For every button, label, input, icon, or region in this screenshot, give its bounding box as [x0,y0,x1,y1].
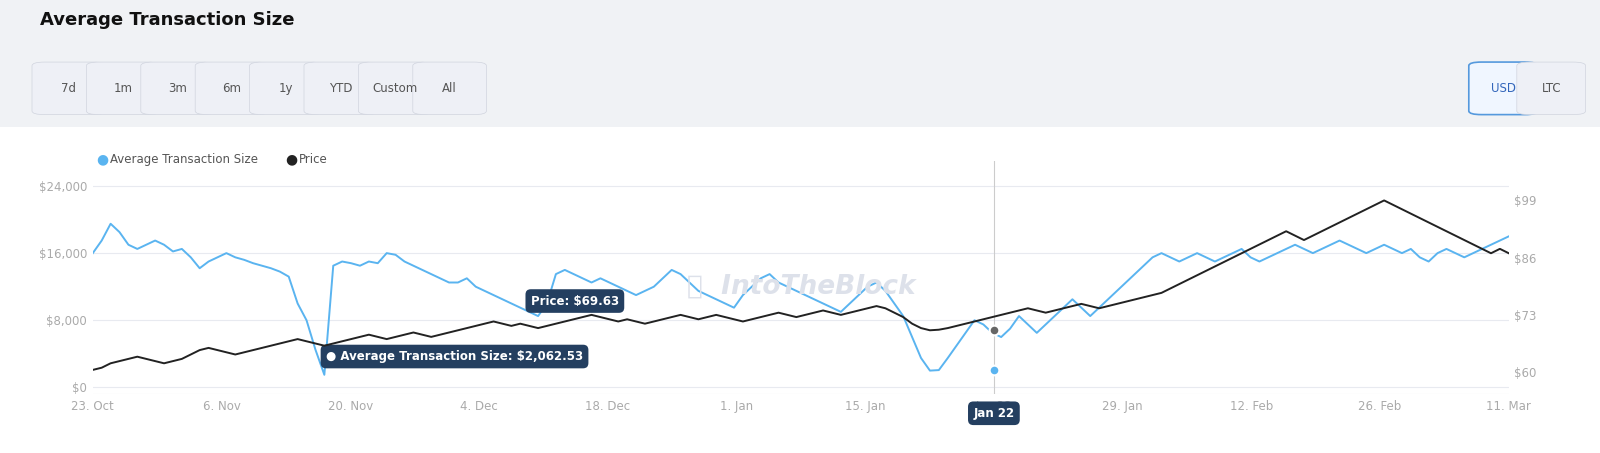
Text: 7d: 7d [61,82,77,95]
Text: YTD: YTD [330,82,352,95]
Text: 1y: 1y [278,82,294,95]
Text: Custom: Custom [373,82,418,95]
Text: ●: ● [96,153,109,166]
Text: Price: $69.63: Price: $69.63 [531,294,619,308]
Text: All: All [442,82,458,95]
Text: 1m: 1m [114,82,133,95]
Text: LTC: LTC [1541,82,1562,95]
Text: ● Average Transaction Size: $2,062.53: ● Average Transaction Size: $2,062.53 [326,350,582,363]
Text: ●: ● [285,153,298,166]
Text: ⧆  IntoTheBlock: ⧆ IntoTheBlock [686,274,915,300]
Text: Average Transaction Size: Average Transaction Size [110,153,258,166]
Text: 6m: 6m [222,82,242,95]
Text: USD: USD [1491,82,1515,95]
Text: 3m: 3m [168,82,187,95]
Text: Jan 22: Jan 22 [973,407,1014,420]
Text: Average Transaction Size: Average Transaction Size [40,11,294,29]
Text: Price: Price [299,153,328,166]
